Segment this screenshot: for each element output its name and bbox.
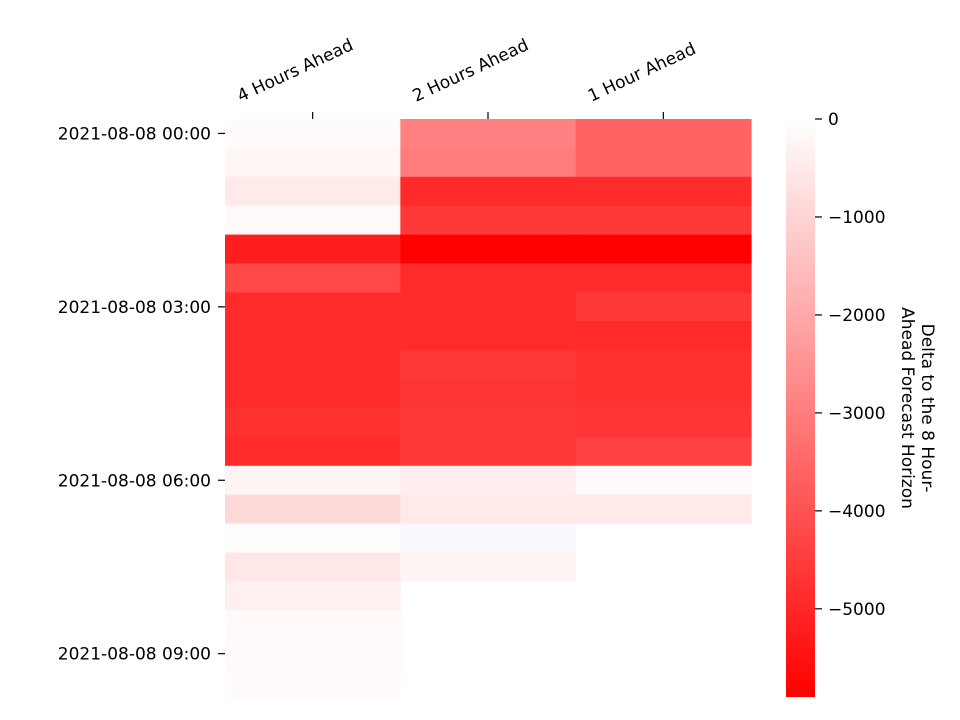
heatmap-cell (225, 263, 401, 293)
heatmap-cell (225, 321, 401, 351)
heatmap-cell (575, 176, 752, 207)
heatmap-cell (575, 350, 752, 380)
heatmap-cell (225, 119, 401, 149)
heatmap-cell (575, 292, 752, 322)
heatmap-cell (575, 234, 752, 265)
heatmap-cell (400, 494, 577, 525)
y-tick-label: 2021-08-08 09:00 (58, 645, 211, 665)
heatmap-cell (225, 147, 401, 178)
colorbar-gradient (786, 119, 815, 697)
colorbar-tick-label: −1000 (828, 208, 886, 228)
colorbar-tick-label: −4000 (828, 502, 886, 522)
heatmap-cell (575, 408, 752, 438)
heatmap-cell (225, 610, 401, 640)
heatmap-cell (225, 436, 401, 467)
heatmap-cell (575, 147, 752, 178)
heatmap-cell (225, 552, 401, 582)
y-axis: 2021-08-08 00:00 2021-08-08 03:00 2021-08-… (58, 124, 225, 665)
heatmap-cell (225, 465, 401, 496)
colorbar-label-line: Delta to the 8 Hour- (917, 324, 937, 493)
colorbar: 0 −1000 −2000 −3000 −4000 −5000 Delta to the 8… (786, 110, 937, 697)
heatmap-cell (225, 581, 401, 611)
heatmap-cell (225, 408, 401, 438)
x-axis: 4 Hours Ahead 2 Hours Ahead 1 Hour Ahead (234, 35, 699, 119)
heatmap-cell (400, 292, 577, 322)
heatmap-cell (225, 205, 401, 236)
y-tick-label: 2021-08-08 00:00 (58, 124, 211, 144)
heatmap-cell (225, 350, 401, 380)
x-tick-label: 4 Hours Ahead (234, 35, 356, 106)
heatmap-cell (400, 263, 577, 293)
heatmap-cell (400, 119, 577, 149)
heatmap-cell (575, 263, 752, 293)
heatmap-cell (575, 465, 752, 496)
colorbar-label: Delta to the 8 Hour-Ahead Forecast Horiz… (897, 307, 937, 509)
heatmap-cell (575, 205, 752, 236)
y-tick-label: 2021-08-08 06:00 (58, 471, 211, 491)
heatmap-cell (400, 147, 577, 178)
heatmap-cell (225, 494, 401, 525)
heatmap-cell (575, 494, 752, 525)
heatmap-cell (400, 234, 577, 265)
heatmap-cell (400, 350, 577, 380)
heatmap-cell (225, 668, 401, 698)
heatmap-cell (400, 321, 577, 351)
heatmap-cell (575, 436, 752, 467)
heatmap-cell (400, 408, 577, 438)
heatmap-cell (575, 321, 752, 351)
heatmap-cell (225, 523, 401, 554)
heatmap-cell (225, 176, 401, 207)
heatmap-cell (225, 379, 401, 409)
colorbar-label-line: Ahead Forecast Horizon (897, 307, 917, 509)
colorbar-tick-label: −5000 (828, 600, 886, 620)
heatmap-cells (225, 119, 752, 698)
heatmap-cell (225, 234, 401, 265)
heatmap-cell (400, 436, 577, 467)
heatmap-cell (575, 379, 752, 409)
heatmap-cell (225, 292, 401, 322)
heatmap-cell (400, 552, 577, 582)
heatmap-cell (575, 119, 752, 149)
heatmap-cell (400, 523, 577, 554)
heatmap-cell (400, 379, 577, 409)
colorbar-tick-label: 0 (828, 110, 839, 130)
colorbar-tick-label: −2000 (828, 306, 886, 326)
y-tick-label: 2021-08-08 03:00 (58, 298, 211, 318)
heatmap-cell (400, 205, 577, 236)
heatmap-cell (225, 639, 401, 669)
heatmap-cell (400, 176, 577, 207)
colorbar-tick-label: −3000 (828, 404, 886, 424)
heatmap-cell (400, 465, 577, 496)
x-tick-label: 1 Hour Ahead (585, 39, 699, 106)
x-tick-label: 2 Hours Ahead (410, 35, 532, 106)
